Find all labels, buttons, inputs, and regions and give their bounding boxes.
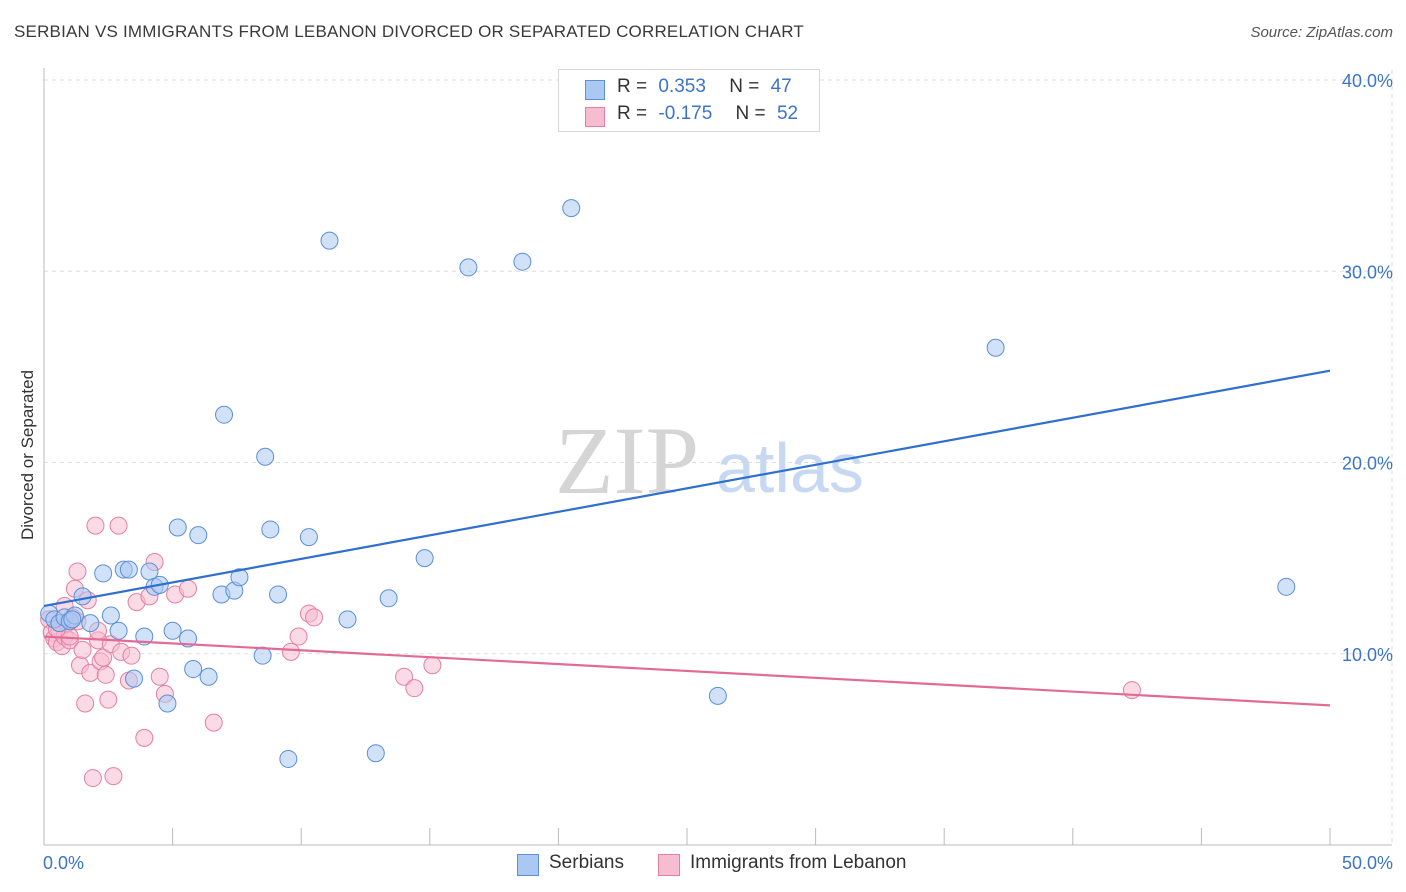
chart-title: SERBIAN VS IMMIGRANTS FROM LEBANON DIVOR…: [14, 22, 804, 41]
point-lebanon: [122, 646, 141, 665]
trend-line-serbians: [43, 369, 1331, 608]
y-tick-label: 10.0%: [1342, 645, 1393, 665]
point-lebanon: [281, 642, 300, 661]
point-serbians: [189, 526, 208, 545]
bottom-legend-label: Serbians: [549, 852, 624, 873]
point-serbians: [81, 614, 100, 633]
legend-n-label: N =: [735, 103, 766, 124]
point-serbians: [513, 252, 532, 271]
point-serbians: [168, 518, 187, 537]
point-lebanon: [83, 769, 102, 788]
point-serbians: [158, 694, 177, 713]
y-tick-label: 40.0%: [1342, 71, 1393, 91]
point-lebanon: [405, 679, 424, 698]
point-lebanon: [150, 667, 169, 686]
correlation-legend: R = 0.353 N = 47 R = -0.175 N = 52: [558, 69, 820, 132]
point-serbians: [199, 667, 218, 686]
point-serbians: [256, 447, 275, 466]
trend-lines: [43, 369, 1331, 707]
watermark-zip: ZIP: [555, 407, 699, 514]
point-serbians: [261, 520, 280, 539]
bottom-legend-label: Immigrants from Lebanon: [690, 852, 907, 873]
point-serbians: [101, 606, 120, 625]
legend-r-label: R =: [617, 76, 648, 97]
point-lebanon: [289, 627, 308, 646]
legend-r-value: 0.353: [658, 76, 706, 97]
point-lebanon: [109, 516, 128, 535]
point-serbians: [269, 585, 288, 604]
point-lebanon: [76, 694, 95, 713]
point-serbians: [215, 405, 234, 424]
point-lebanon: [86, 516, 105, 535]
point-serbians: [366, 744, 385, 763]
y-axis-label: Divorced or Separated: [18, 369, 37, 541]
point-serbians: [320, 231, 339, 250]
point-serbians: [184, 660, 203, 679]
x-tick-label: 50.0%: [1342, 853, 1393, 873]
point-serbians: [109, 621, 128, 640]
legend-n-value: 47: [770, 76, 792, 97]
watermark-atlas: atlas: [716, 429, 864, 507]
series-lebanon-points: [40, 516, 1141, 788]
source-label: Source: ZipAtlas.com: [1250, 24, 1393, 41]
tick-labels: 10.0% 20.0% 30.0% 40.0% 0.0% 50.0%: [43, 71, 1393, 873]
point-serbians: [63, 610, 82, 629]
legend-r-value: -0.175: [658, 103, 713, 124]
point-serbians: [379, 589, 398, 608]
point-serbians: [279, 749, 298, 768]
point-lebanon: [94, 648, 113, 667]
point-serbians: [986, 338, 1005, 357]
x-tick-label: 0.0%: [43, 853, 84, 873]
point-lebanon: [423, 656, 442, 675]
point-serbians: [562, 199, 581, 218]
point-serbians: [230, 568, 249, 587]
point-lebanon: [179, 579, 198, 598]
point-lebanon: [204, 713, 223, 732]
point-serbians: [94, 564, 113, 583]
watermark: ZIP atlas: [555, 407, 864, 514]
point-lebanon: [305, 608, 324, 627]
point-lebanon: [135, 728, 154, 747]
point-lebanon: [99, 690, 118, 709]
series-serbians-points: [40, 199, 1296, 768]
legend-r-label: R =: [617, 103, 648, 124]
point-serbians: [163, 621, 182, 640]
point-serbians: [299, 528, 318, 547]
point-lebanon: [395, 667, 414, 686]
point-serbians: [119, 560, 138, 579]
y-tick-label: 20.0%: [1342, 454, 1393, 474]
axes-layer: [43, 68, 1392, 846]
point-serbians: [179, 629, 198, 648]
point-serbians: [338, 610, 357, 629]
trend-line-lebanon: [43, 635, 1331, 707]
point-lebanon: [73, 640, 92, 659]
bottom-legend-swatch-pink: [658, 854, 680, 876]
point-serbians: [125, 669, 144, 688]
point-serbians: [73, 587, 92, 606]
point-lebanon: [104, 767, 123, 786]
legend-n-value: 52: [776, 103, 799, 124]
point-serbians: [253, 646, 272, 665]
point-lebanon: [96, 665, 115, 684]
point-serbians: [459, 258, 478, 277]
legend-n-label: N =: [729, 76, 760, 97]
point-serbians: [1277, 577, 1296, 596]
point-serbians: [708, 686, 727, 705]
point-lebanon: [68, 562, 87, 581]
y-tick-label: 30.0%: [1342, 262, 1393, 282]
bottom-legend-swatch-blue: [517, 854, 539, 876]
legend-swatch-pink: [585, 107, 605, 127]
legend-swatch-blue: [585, 80, 605, 100]
point-serbians: [415, 549, 434, 568]
